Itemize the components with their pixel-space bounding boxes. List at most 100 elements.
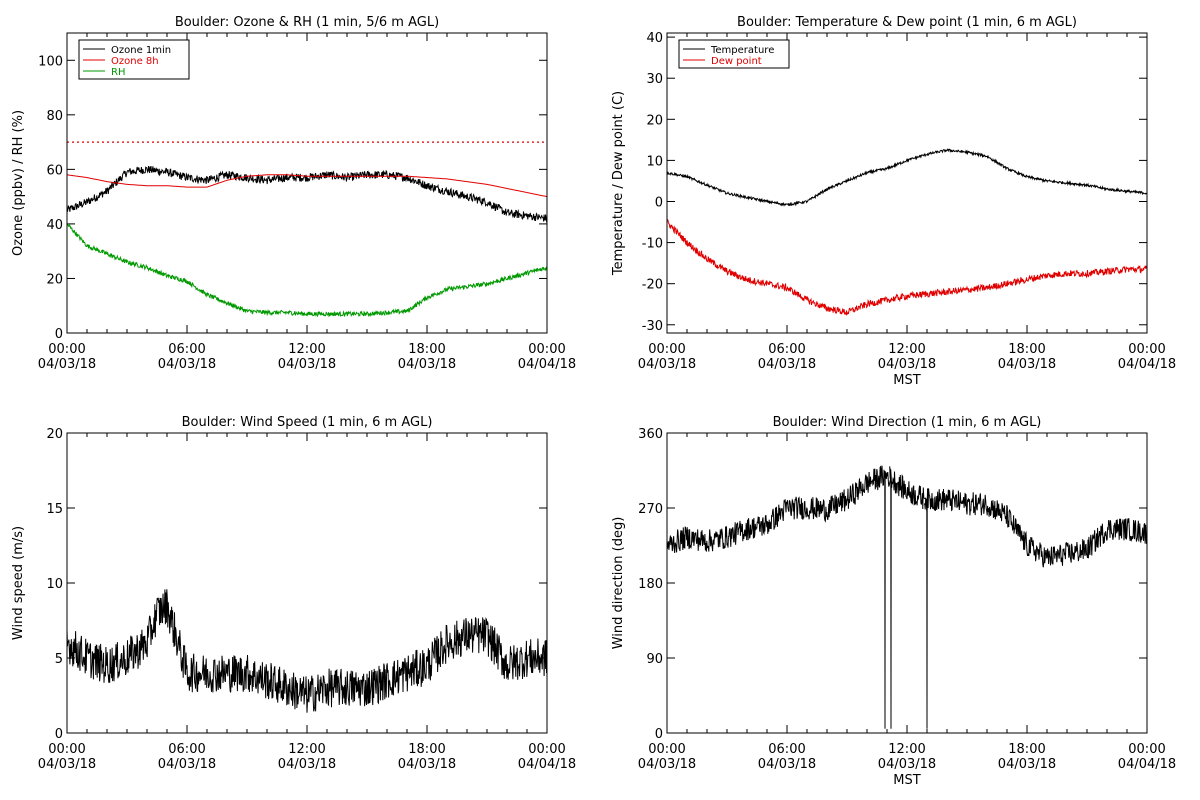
y-tick-label: 60 — [46, 163, 63, 178]
y-tick-label: 360 — [638, 427, 663, 442]
y-tick-label: -10 — [642, 237, 663, 252]
y-axis-label: Wind direction (deg) — [611, 517, 626, 650]
y-tick-label: 5 — [55, 652, 63, 667]
legend-entry: Ozone 8h — [111, 56, 159, 67]
x-tick-date-label: 04/03/18 — [998, 357, 1056, 372]
y-tick-label: 0 — [55, 727, 63, 742]
x-tick-date-label: 04/03/18 — [158, 357, 216, 372]
x-tick-date-label: 04/03/18 — [638, 357, 696, 372]
x-tick-label: 06:00 — [768, 342, 805, 357]
y-tick-label: 0 — [655, 727, 663, 742]
x-tick-label: 00:00 — [648, 342, 685, 357]
y-tick-label: 15 — [46, 502, 63, 517]
x-tick-label: 00:00 — [48, 342, 85, 357]
x-tick-label: 18:00 — [408, 342, 445, 357]
x-tick-date-label: 04/03/18 — [398, 757, 456, 772]
chart-panel-4: Boulder: Wind Direction (1 min, 6 m AGL)… — [611, 415, 1176, 788]
legend-entry: Dew point — [711, 56, 762, 67]
chart-title: Boulder: Wind Direction (1 min, 6 m AGL) — [773, 415, 1042, 430]
x-tick-date-label: 04/03/18 — [278, 757, 336, 772]
series-line-temperature — [667, 148, 1147, 207]
y-tick-label: 20 — [646, 113, 663, 128]
x-tick-date-label: 04/03/18 — [398, 357, 456, 372]
x-tick-label: 06:00 — [168, 342, 205, 357]
chart-title: Boulder: Wind Speed (1 min, 6 m AGL) — [182, 415, 433, 430]
x-tick-date-label: 04/04/18 — [518, 357, 576, 372]
y-tick-label: 40 — [646, 31, 663, 46]
chart-title: Boulder: Temperature & Dew point (1 min,… — [737, 15, 1077, 30]
chart-title: Boulder: Ozone & RH (1 min, 5/6 m AGL) — [175, 15, 439, 30]
series-line — [67, 589, 547, 713]
x-tick-date-label: 04/04/18 — [1118, 757, 1176, 772]
x-tick-label: 06:00 — [168, 742, 205, 757]
x-tick-label: 00:00 — [48, 742, 85, 757]
x-axis-label: MST — [893, 373, 920, 388]
y-tick-label: 20 — [46, 427, 63, 442]
x-tick-date-label: 04/03/18 — [758, 357, 816, 372]
x-tick-date-label: 04/03/18 — [278, 357, 336, 372]
y-tick-label: 10 — [46, 577, 63, 592]
x-tick-label: 18:00 — [1008, 742, 1045, 757]
x-tick-label: 12:00 — [888, 742, 925, 757]
x-tick-label: 12:00 — [288, 742, 325, 757]
y-tick-label: 0 — [655, 195, 663, 210]
x-tick-label: 06:00 — [768, 742, 805, 757]
y-axis-label: Ozone (ppbv) / RH (%) — [11, 110, 26, 256]
x-tick-label: 00:00 — [1128, 742, 1165, 757]
y-tick-label: 0 — [55, 327, 63, 342]
x-tick-date-label: 04/03/18 — [878, 757, 936, 772]
x-tick-label: 00:00 — [1128, 342, 1165, 357]
y-tick-label: 10 — [646, 154, 663, 169]
series-group — [667, 148, 1147, 316]
chart-panel-3: Boulder: Wind Speed (1 min, 6 m AGL) Wind… — [11, 415, 576, 772]
y-tick-label: 100 — [38, 54, 63, 69]
y-axis-label: Temperature / Dew point (C) — [611, 91, 626, 276]
series-group — [67, 589, 547, 713]
x-tick-label: 00:00 — [528, 742, 565, 757]
y-tick-label: 80 — [46, 109, 63, 124]
legend-entry: Temperature — [710, 45, 774, 56]
plot-frame — [66, 432, 548, 734]
y-tick-label: -20 — [642, 278, 663, 293]
x-tick-date-label: 04/03/18 — [998, 757, 1056, 772]
y-tick-label: 180 — [638, 577, 663, 592]
x-tick-date-label: 04/03/18 — [38, 757, 96, 772]
x-tick-date-label: 04/04/18 — [1118, 357, 1176, 372]
y-tick-label: -30 — [642, 319, 663, 334]
series-line-dew-point — [667, 218, 1147, 316]
plot-frame — [66, 32, 548, 334]
chart-panel-1: Boulder: Ozone & RH (1 min, 5/6 m AGL) Oz… — [11, 15, 576, 372]
legend-entry: Ozone 1min — [111, 45, 171, 56]
chart-panel-2: Boulder: Temperature & Dew point (1 min,… — [611, 15, 1176, 388]
plot-frame — [666, 432, 1148, 734]
x-tick-label: 12:00 — [888, 342, 925, 357]
y-tick-label: 20 — [46, 272, 63, 287]
x-tick-date-label: 04/03/18 — [38, 357, 96, 372]
x-tick-date-label: 04/03/18 — [158, 757, 216, 772]
y-tick-label: 30 — [646, 72, 663, 87]
x-tick-date-label: 04/03/18 — [878, 357, 936, 372]
x-tick-date-label: 04/04/18 — [518, 757, 576, 772]
y-tick-label: 40 — [46, 218, 63, 233]
x-tick-date-label: 04/03/18 — [758, 757, 816, 772]
x-tick-label: 00:00 — [648, 742, 685, 757]
plot-frame — [666, 32, 1148, 334]
x-tick-label: 12:00 — [288, 342, 325, 357]
series-line-ozone-1min — [67, 165, 547, 223]
series-group — [667, 465, 1147, 729]
x-tick-label: 00:00 — [528, 342, 565, 357]
series-line — [667, 465, 1147, 729]
y-axis-label: Wind speed (m/s) — [11, 526, 26, 640]
series-group — [67, 165, 547, 318]
y-tick-label: 90 — [646, 652, 663, 667]
series-line-rh — [67, 222, 547, 318]
x-axis-label: MST — [893, 773, 920, 788]
y-tick-label: 270 — [638, 502, 663, 517]
x-tick-label: 18:00 — [1008, 342, 1045, 357]
x-tick-date-label: 04/03/18 — [638, 757, 696, 772]
legend-box — [678, 39, 790, 69]
